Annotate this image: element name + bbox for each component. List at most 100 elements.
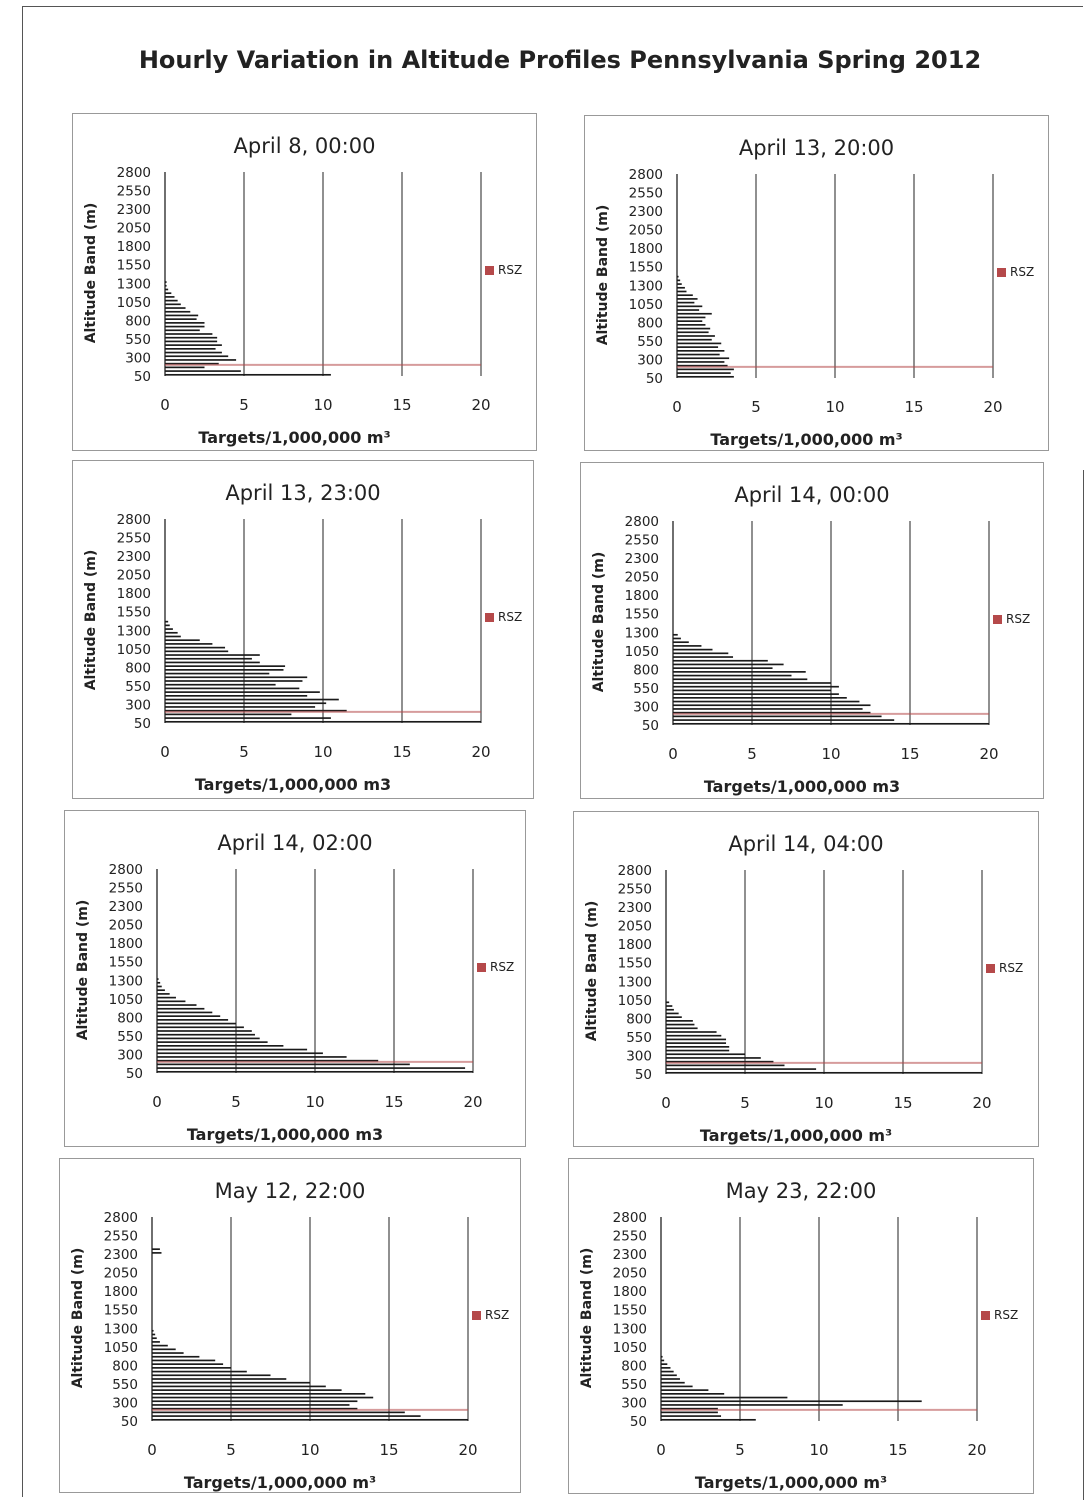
bar bbox=[677, 331, 709, 334]
bar bbox=[661, 1355, 663, 1358]
legend: RSZ bbox=[986, 961, 1023, 975]
x-tick-label: 0 bbox=[656, 1441, 666, 1459]
y-tick-label: 1550 bbox=[117, 258, 151, 274]
rsz-band bbox=[165, 710, 481, 713]
legend-label: RSZ bbox=[485, 1308, 510, 1323]
chart-svg: 0 5 10 15 20 2800 2550 2300 2050 1800 1550 1300 1050… bbox=[117, 165, 491, 414]
bar bbox=[152, 1418, 468, 1421]
y-tick-label: 1300 bbox=[109, 973, 143, 989]
bar bbox=[165, 691, 320, 693]
bar bbox=[152, 1348, 176, 1351]
chart-title: April 14, 02:00 bbox=[217, 831, 373, 855]
y-tick-label: 2550 bbox=[618, 882, 652, 898]
bar bbox=[673, 685, 839, 688]
bar bbox=[165, 366, 205, 369]
bar bbox=[165, 373, 331, 376]
bar bbox=[157, 1048, 308, 1051]
legend: RSZ bbox=[485, 610, 522, 624]
y-tick-label: 300 bbox=[112, 1395, 138, 1411]
y-axis-label: Altitude Band (m) bbox=[579, 1247, 595, 1389]
legend-label: RSZ bbox=[498, 610, 523, 625]
x-tick-label: 0 bbox=[160, 396, 170, 414]
bar bbox=[157, 1041, 268, 1043]
bar bbox=[666, 1046, 730, 1048]
bar bbox=[165, 713, 292, 716]
bar bbox=[666, 1068, 817, 1070]
y-axis-label: Altitude Band (m) bbox=[75, 899, 91, 1041]
legend: RSZ bbox=[993, 612, 1030, 626]
x-tick-label: 10 bbox=[313, 743, 332, 761]
y-tick-label: 1300 bbox=[613, 1321, 647, 1337]
y-tick-label: 550 bbox=[621, 1377, 647, 1393]
y-tick-label: 50 bbox=[121, 1414, 138, 1430]
y-axis-label: Altitude Band (m) bbox=[584, 900, 600, 1042]
y-axis-label: Altitude Band (m) bbox=[83, 202, 99, 344]
y-tick-label: 300 bbox=[633, 699, 659, 715]
bar bbox=[677, 283, 682, 285]
bar bbox=[165, 676, 308, 679]
x-tick-label: 10 bbox=[825, 398, 844, 416]
bar bbox=[677, 320, 703, 322]
bar bbox=[157, 1033, 255, 1036]
bar bbox=[165, 340, 218, 343]
bar bbox=[165, 318, 197, 320]
x-axis-label: Targets/1,000,000 m³ bbox=[198, 428, 391, 447]
legend-swatch bbox=[993, 614, 1002, 624]
bar bbox=[666, 1034, 722, 1037]
x-tick-label: 10 bbox=[814, 1094, 833, 1112]
bar bbox=[165, 336, 218, 339]
y-tick-label: 1550 bbox=[109, 955, 143, 971]
bar bbox=[661, 1404, 843, 1406]
bar bbox=[152, 1333, 156, 1336]
bar bbox=[165, 624, 170, 627]
page-frame bbox=[22, 6, 1083, 1497]
bar bbox=[661, 1393, 725, 1395]
bar bbox=[673, 671, 806, 673]
bar bbox=[677, 290, 687, 293]
x-tick-label: 20 bbox=[471, 396, 490, 414]
y-tick-label: 300 bbox=[637, 352, 663, 368]
y-tick-label: 2550 bbox=[104, 1229, 138, 1245]
y-tick-label: 800 bbox=[125, 660, 151, 676]
x-tick-label: 15 bbox=[888, 1441, 907, 1459]
legend: RSZ bbox=[477, 960, 514, 974]
legend-label: RSZ bbox=[1010, 265, 1035, 280]
bar bbox=[165, 281, 167, 283]
bar bbox=[152, 1352, 184, 1354]
bar bbox=[677, 316, 706, 319]
y-tick-label: 2800 bbox=[109, 862, 143, 878]
y-tick-label: 2800 bbox=[117, 165, 151, 181]
bar bbox=[157, 1070, 473, 1073]
bar bbox=[673, 704, 871, 707]
x-axis-label: Targets/1,000,000 m³ bbox=[694, 1473, 888, 1492]
bar bbox=[165, 310, 191, 313]
x-tick-label: 10 bbox=[305, 1093, 324, 1111]
bar bbox=[165, 325, 205, 328]
y-tick-label: 550 bbox=[626, 1030, 652, 1046]
y-tick-label: 50 bbox=[126, 1066, 143, 1082]
bar bbox=[157, 993, 170, 995]
bar bbox=[165, 284, 167, 287]
legend-swatch bbox=[472, 1310, 481, 1320]
x-tick-label: 20 bbox=[979, 745, 998, 763]
x-tick-label: 15 bbox=[392, 396, 411, 414]
x-tick-label: 0 bbox=[668, 745, 678, 763]
y-tick-label: 50 bbox=[642, 718, 659, 734]
bar bbox=[157, 978, 159, 980]
bar bbox=[666, 1001, 670, 1004]
y-tick-label: 2050 bbox=[613, 1266, 647, 1282]
bar bbox=[152, 1367, 231, 1369]
x-tick-label: 20 bbox=[983, 398, 1002, 416]
bar bbox=[165, 307, 186, 309]
bar bbox=[152, 1407, 358, 1410]
legend-swatch bbox=[477, 962, 486, 972]
bar bbox=[677, 350, 725, 352]
bar bbox=[165, 683, 276, 686]
y-tick-label: 2550 bbox=[109, 881, 143, 897]
bar bbox=[673, 652, 729, 655]
y-tick-label: 1050 bbox=[104, 1340, 138, 1356]
bar bbox=[673, 715, 882, 718]
y-tick-label: 1050 bbox=[613, 1340, 647, 1356]
x-tick-label: 5 bbox=[239, 743, 249, 761]
bar bbox=[666, 1016, 682, 1018]
